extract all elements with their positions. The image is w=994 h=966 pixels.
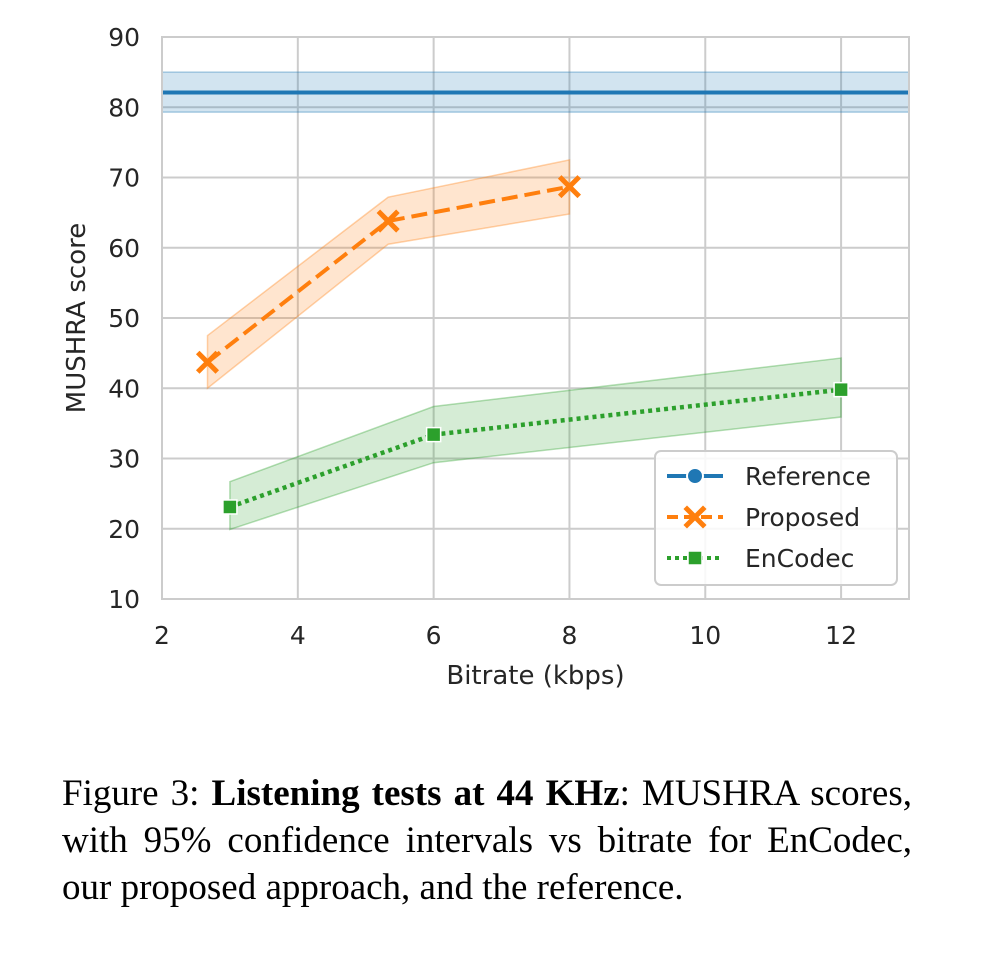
y-tick-label: 60 — [108, 234, 140, 263]
legend-item-proposed: Proposed — [667, 503, 860, 532]
legend-item-reference: Reference — [667, 462, 871, 491]
tick-labels: 2 4 6 8 10 12 10 20 30 40 50 60 70 80 90 — [108, 23, 857, 650]
series-markers — [195, 175, 849, 515]
encodec-marker — [222, 499, 238, 515]
proposed-confidence-band — [206, 159, 571, 390]
chart: 2 4 6 8 10 12 10 20 30 40 50 60 70 80 90 Bitrate (kbps… — [62, 23, 910, 691]
legend: Reference Proposed EnCodec — [654, 450, 898, 586]
y-tick-label: 40 — [108, 374, 140, 403]
y-tick-label: 80 — [108, 93, 140, 122]
proposed-marker — [557, 175, 581, 199]
y-tick-label: 50 — [108, 304, 140, 333]
x-tick-label: 6 — [426, 621, 442, 650]
y-tick-label: 90 — [108, 23, 140, 52]
x-tick-label: 8 — [562, 621, 578, 650]
legend-label-proposed: Proposed — [745, 503, 860, 532]
x-tick-label: 2 — [154, 621, 170, 650]
caption-prefix: Figure 3: — [62, 773, 212, 814]
encodec-confidence-band — [229, 357, 842, 531]
x-tick-label: 10 — [689, 621, 721, 650]
plot-frame — [161, 36, 910, 600]
grid — [161, 36, 909, 600]
proposed-marker — [376, 209, 400, 233]
legend-label-encodec: EnCodec — [745, 544, 854, 573]
encodec-marker — [425, 426, 442, 443]
caption-bold-title: Listening tests at 44 KHz — [211, 773, 620, 814]
figure-caption: Figure 3: Listening tests at 44 KHz: MUS… — [62, 770, 912, 911]
y-tick-label: 70 — [108, 164, 140, 193]
y-axis-label: MUSHRA score — [62, 223, 92, 413]
legend-marker-proposed — [683, 505, 707, 529]
x-tick-label: 12 — [825, 621, 857, 650]
legend-marker-encodec — [687, 550, 703, 566]
proposed-marker — [195, 350, 220, 374]
y-tick-label: 10 — [108, 585, 140, 614]
encodec-marker — [833, 381, 849, 398]
x-axis-label: Bitrate (kbps) — [446, 661, 624, 691]
y-tick-label: 20 — [108, 515, 140, 544]
legend-item-encodec: EnCodec — [667, 544, 854, 573]
legend-marker-reference — [686, 467, 704, 485]
caption-text: : MUSHRA scores, with 95% confidence int… — [62, 773, 912, 908]
y-tick-label: 30 — [108, 445, 140, 474]
proposed-line — [206, 184, 570, 364]
legend-label-reference: Reference — [745, 462, 871, 491]
legend-box — [654, 450, 898, 586]
x-tick-label: 4 — [290, 621, 306, 650]
